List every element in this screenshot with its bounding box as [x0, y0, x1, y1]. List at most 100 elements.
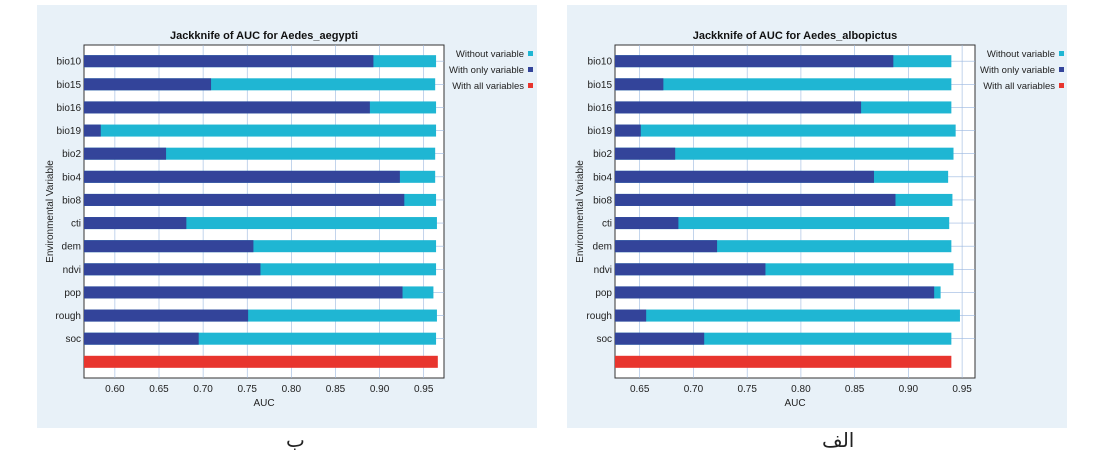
- bar-with-only-variable: [84, 309, 249, 322]
- y-tick-label: bio19: [57, 126, 82, 137]
- x-tick-label: 0.85: [845, 384, 865, 395]
- legend-label: Without variable: [987, 49, 1055, 60]
- caption-left: ب: [286, 428, 305, 452]
- x-axis-label: AUC: [253, 398, 274, 409]
- bar-with-only-variable: [84, 263, 261, 276]
- chart-title: Jackknife of AUC for Aedes_aegypti: [170, 30, 358, 42]
- bar-with-only-variable: [615, 217, 679, 230]
- bar-with-all-variables: [84, 355, 438, 368]
- caption-right: الف: [822, 428, 855, 452]
- bar-with-only-variable: [615, 193, 896, 206]
- x-tick-label: 0.65: [149, 384, 169, 395]
- legend-label: With all variables: [983, 81, 1055, 92]
- y-tick-label: pop: [64, 288, 81, 299]
- x-tick-label: 0.75: [737, 384, 757, 395]
- bar-with-only-variable: [615, 240, 718, 253]
- y-tick-label: ndvi: [63, 265, 81, 276]
- bar-without-variable: [615, 124, 956, 137]
- legend-label: With all variables: [452, 81, 524, 92]
- x-tick-label: 0.80: [282, 384, 302, 395]
- bar-with-only-variable: [84, 101, 370, 114]
- x-tick-label: 0.90: [370, 384, 390, 395]
- bar-with-only-variable: [84, 124, 101, 137]
- bar-without-variable: [615, 78, 952, 91]
- y-tick-label: cti: [602, 219, 612, 230]
- legend-swatch: [1059, 67, 1064, 72]
- y-axis-label: Environmental Variable: [575, 160, 586, 263]
- x-tick-label: 0.65: [630, 384, 650, 395]
- bar-without-variable: [84, 147, 436, 160]
- y-tick-label: bio16: [57, 103, 82, 114]
- bar-with-only-variable: [84, 78, 212, 91]
- bar-with-only-variable: [84, 332, 199, 345]
- plot-area: [83, 44, 445, 379]
- y-tick-label: bio8: [62, 195, 81, 206]
- y-tick-label: pop: [595, 288, 612, 299]
- legend-swatch: [528, 51, 533, 56]
- legend-label: Without variable: [456, 49, 524, 60]
- legend-swatch: [1059, 83, 1064, 88]
- x-tick-label: 0.80: [791, 384, 811, 395]
- chart-title: Jackknife of AUC for Aedes_albopictus: [693, 30, 898, 42]
- legend-swatch: [528, 67, 533, 72]
- y-tick-label: bio8: [593, 195, 612, 206]
- bar-without-variable: [615, 217, 950, 230]
- y-tick-label: bio15: [57, 80, 82, 91]
- jackknife-chart-aegypti: 0.60 0.65 0.70 0.75 0.80 0.85 0.90 0.95 bio10 bio…: [37, 5, 537, 428]
- bar-without-variable: [615, 147, 954, 160]
- x-tick-label: 0.95: [414, 384, 434, 395]
- bar-with-only-variable: [84, 147, 167, 160]
- bar-without-variable: [84, 124, 437, 137]
- legend-swatch: [1059, 51, 1064, 56]
- chart-svg: 0.60 0.65 0.70 0.75 0.80 0.85 0.90 0.95 bio10 bio…: [45, 30, 533, 409]
- bar-with-only-variable: [84, 286, 403, 299]
- legend-swatch: [528, 83, 533, 88]
- y-tick-label: bio2: [62, 149, 81, 160]
- bar-with-only-variable: [615, 124, 641, 137]
- y-axis-label: Environmental Variable: [45, 160, 56, 263]
- bar-with-only-variable: [615, 78, 664, 91]
- y-tick-label: bio10: [588, 57, 613, 68]
- bar-with-only-variable: [615, 147, 676, 160]
- bar-with-only-variable: [84, 170, 400, 183]
- y-tick-label: dem: [62, 242, 81, 253]
- y-tick-label: bio10: [57, 57, 82, 68]
- x-tick-label: 0.60: [105, 384, 125, 395]
- bar-with-only-variable: [615, 170, 874, 183]
- bar-without-variable: [615, 309, 960, 322]
- bar-with-only-variable: [84, 240, 254, 253]
- legend-label: With only variable: [980, 65, 1055, 76]
- bar-with-all-variables: [615, 355, 952, 368]
- bar-with-only-variable: [84, 193, 405, 206]
- x-tick-label: 0.75: [238, 384, 258, 395]
- x-tick-label: 0.85: [326, 384, 346, 395]
- y-tick-label: rough: [586, 311, 612, 322]
- y-tick-label: bio15: [588, 80, 613, 91]
- bar-with-only-variable: [84, 217, 187, 230]
- bar-with-only-variable: [615, 101, 862, 114]
- y-tick-label: soc: [596, 334, 612, 345]
- y-tick-label: bio2: [593, 149, 612, 160]
- x-axis-label: AUC: [784, 398, 805, 409]
- x-tick-label: 0.70: [193, 384, 213, 395]
- chart-svg: 0.65 0.70 0.75 0.80 0.85 0.90 0.95 bio10 bio15 bi…: [575, 30, 1064, 409]
- plot-area: [614, 44, 976, 379]
- y-tick-label: dem: [593, 242, 612, 253]
- x-tick-label: 0.90: [899, 384, 919, 395]
- bar-with-only-variable: [615, 309, 647, 322]
- bar-with-only-variable: [615, 263, 766, 276]
- legend-label: With only variable: [449, 65, 524, 76]
- y-tick-label: bio19: [588, 126, 613, 137]
- bar-with-only-variable: [615, 55, 894, 68]
- y-tick-label: soc: [65, 334, 81, 345]
- y-tick-label: ndvi: [594, 265, 612, 276]
- x-tick-label: 0.70: [684, 384, 704, 395]
- bar-with-only-variable: [615, 286, 935, 299]
- bar-with-only-variable: [84, 55, 374, 68]
- bar-with-only-variable: [615, 332, 705, 345]
- y-tick-label: bio16: [588, 103, 613, 114]
- x-tick-label: 0.95: [952, 384, 972, 395]
- jackknife-chart-albopictus: 0.65 0.70 0.75 0.80 0.85 0.90 0.95 bio10 bio15 bi…: [567, 5, 1067, 428]
- y-tick-label: cti: [71, 219, 81, 230]
- y-tick-label: bio4: [593, 172, 612, 183]
